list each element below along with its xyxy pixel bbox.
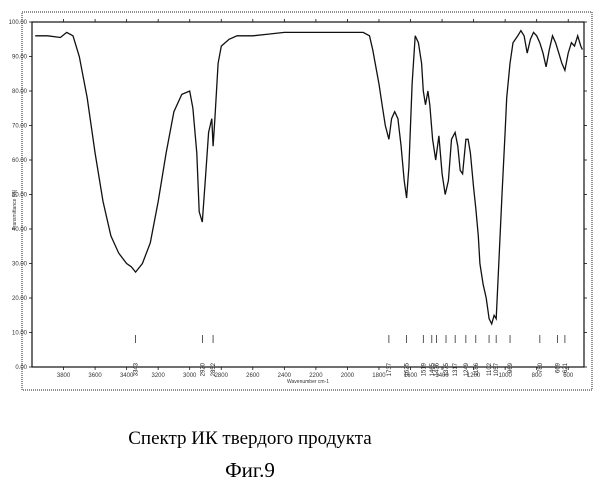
x-tick-label: 3600 [88, 373, 102, 379]
y-tick-label: 20.00 [12, 296, 28, 302]
y-tick-label: 70.00 [12, 124, 28, 130]
x-tick-label: 3400 [120, 373, 134, 379]
x-tick-label: 3800 [57, 373, 71, 379]
peak-label: 1317 [453, 362, 459, 376]
peak-label: 1436 [434, 362, 440, 376]
y-tick-label: 30.00 [12, 262, 28, 268]
y-tick-label: 90.00 [12, 55, 28, 61]
peak-label: 1102 [487, 362, 493, 376]
series-line [35, 31, 582, 324]
peak-label: 1186 [474, 362, 480, 376]
x-tick-label: 1800 [372, 373, 386, 379]
y-tick-label: 100.00 [9, 20, 28, 26]
x-tick-label: 2000 [341, 373, 355, 379]
peak-label: 2852 [211, 362, 217, 376]
peak-label: 969 [508, 362, 514, 373]
figure-number-label: Фиг.9 [0, 458, 500, 483]
peak-label: 1519 [421, 362, 427, 376]
y-tick-label: 10.00 [12, 331, 28, 337]
y-tick-label: 0.00 [15, 365, 27, 371]
peak-label: 1057 [494, 362, 500, 376]
peak-label-group: 3343292028521737162515191465143613751317… [134, 335, 569, 376]
plot-area [32, 22, 584, 367]
y-tick-label: 60.00 [12, 158, 28, 164]
peak-label: 1375 [444, 362, 450, 376]
chart-outer-frame [22, 12, 592, 390]
y-axis-label: Transmittance [%] [12, 189, 18, 230]
x-axis-label: Wavenumber cm-1 [287, 379, 329, 385]
peak-label: 1737 [387, 362, 393, 376]
y-tick-label: 80.00 [12, 89, 28, 95]
peak-label: 3343 [134, 362, 140, 376]
peak-label: 1625 [405, 362, 411, 376]
peak-label: 1249 [464, 362, 470, 376]
figure-caption: Спектр ИК твердого продукта [0, 428, 500, 450]
peak-label: 669 [555, 362, 561, 373]
x-tick-label: 2600 [246, 373, 260, 379]
x-tick-label: 3200 [151, 373, 165, 379]
x-tick-label: 3000 [183, 373, 197, 379]
peak-label: 621 [563, 362, 569, 373]
peak-label: 2920 [200, 362, 206, 376]
peak-label: 780 [538, 362, 544, 373]
